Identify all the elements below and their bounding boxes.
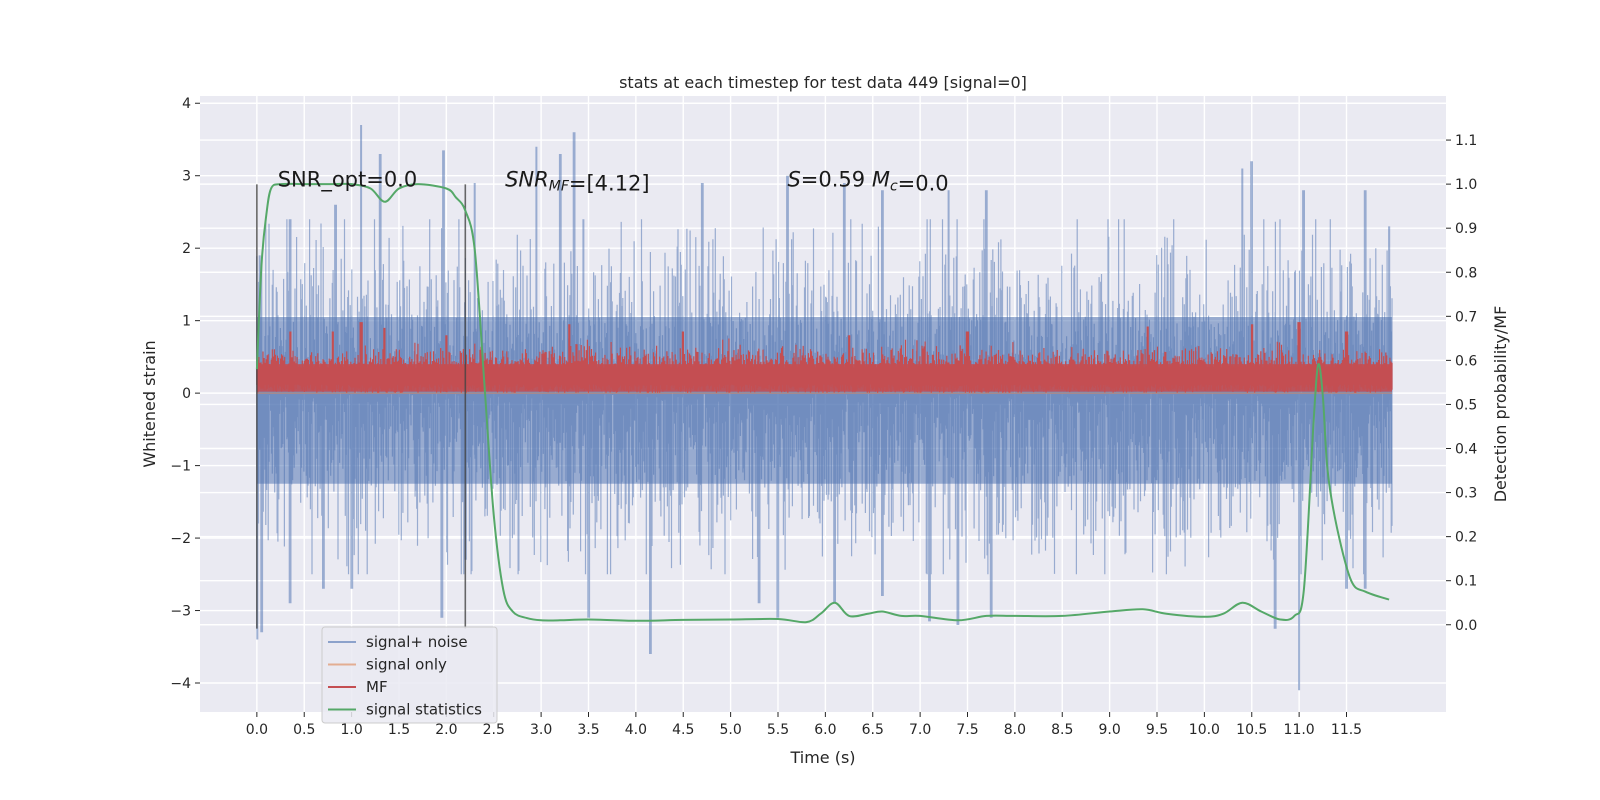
x-tick-label: 0.0	[246, 722, 268, 738]
x-axis-ticks: 0.0 0.5 1.0 1.5 2.0 2.5 3.0 3.5 4.0 4.5 5.0 5.5 6.0 6…	[246, 712, 1362, 738]
y-tick-label: −1	[170, 459, 191, 475]
legend-label: MF	[366, 678, 388, 696]
series-mf	[256, 322, 1393, 394]
y2-tick-label: 0.3	[1455, 486, 1477, 502]
y2-tick-label: 0.1	[1455, 574, 1477, 590]
x-tick-label: 0.5	[293, 722, 315, 738]
chart-title: stats at each timestep for test data 449…	[619, 73, 1027, 92]
y-tick-label: 2	[182, 241, 191, 257]
legend: signal+ noise signal only MF signal statist…	[321, 626, 498, 724]
x-tick-label: 7.5	[956, 722, 978, 738]
annotation-text: S=0.59 Mc=0.0	[787, 168, 948, 196]
y2-tick-label: 1.0	[1455, 177, 1477, 193]
y2-axis-ticks: 1.1 1.0 0.9 0.8 0.7 0.6 0.5 0.4 0.3 0.2 0.1 0.0	[1446, 133, 1477, 634]
y2-tick-label: 0.7	[1455, 309, 1477, 325]
x-tick-label: 9.5	[1146, 722, 1168, 738]
annotation-part: c	[890, 179, 898, 195]
y2-tick-label: 0.4	[1455, 442, 1477, 458]
annotation-part: SNR_opt=0.0	[278, 168, 418, 193]
y-axis-label: Whitened strain	[140, 340, 159, 467]
y2-tick-label: 0.0	[1455, 618, 1477, 634]
y-tick-label: 0	[182, 386, 191, 402]
x-tick-label: 9.0	[1098, 722, 1120, 738]
annotation-text: SNR_opt=0.0	[278, 168, 418, 193]
x-tick-label: 2.5	[483, 722, 505, 738]
x-tick-label: 8.5	[1051, 722, 1073, 738]
x-tick-label: 3.0	[530, 722, 552, 738]
x-tick-label: 2.0	[435, 722, 457, 738]
x-tick-label: 11.5	[1331, 722, 1362, 738]
x-tick-label: 6.0	[814, 722, 836, 738]
y-tick-label: 4	[182, 96, 191, 112]
y2-tick-label: 0.2	[1455, 530, 1477, 546]
annotation-part: S	[787, 168, 800, 192]
y2-tick-label: 1.1	[1455, 133, 1477, 149]
y-axis-ticks: 4 3 2 1 0 −1 −2 −3 −4	[170, 96, 200, 692]
y2-tick-label: 0.9	[1455, 221, 1477, 237]
y2-tick-label: 0.5	[1455, 397, 1477, 413]
x-tick-label: 4.0	[625, 722, 647, 738]
annotation-part: =[4.12]	[569, 172, 650, 196]
y-tick-label: −4	[170, 676, 191, 692]
x-axis-label: Time (s)	[789, 748, 855, 767]
x-tick-label: 1.5	[388, 722, 410, 738]
x-tick-label: 8.0	[1004, 722, 1026, 738]
x-tick-label: 11.0	[1284, 722, 1315, 738]
series-signal-statistics	[255, 182, 1390, 624]
y-tick-label: −2	[170, 531, 191, 547]
y2-axis-label: Detection probability/MF	[1491, 306, 1510, 503]
legend-label: signal statistics	[366, 701, 482, 719]
x-tick-label: 5.0	[719, 722, 741, 738]
vertical-markers	[256, 184, 467, 629]
y-tick-label: 1	[182, 314, 191, 330]
x-tick-label: 6.5	[862, 722, 884, 738]
y2-tick-label: 0.6	[1455, 353, 1477, 369]
y-tick-label: −3	[170, 604, 191, 620]
annotations: SNR_opt=0.0 SNRMF=[4.12] S=0.59 Mc=0.0	[278, 168, 949, 196]
annotation-part: MF	[549, 179, 570, 195]
annotation-part: =0.0	[898, 172, 949, 196]
x-tick-label: 3.5	[577, 722, 599, 738]
x-tick-label: 1.0	[340, 722, 362, 738]
x-tick-label: 10.0	[1189, 722, 1220, 738]
legend-box	[321, 626, 498, 724]
x-tick-label: 5.5	[767, 722, 789, 738]
annotation-part: M	[872, 168, 890, 192]
y2-tick-label: 0.8	[1455, 265, 1477, 281]
annotation-part: =0.59	[801, 168, 872, 192]
legend-label: signal+ noise	[366, 633, 468, 651]
annotation-part: SNR	[505, 168, 549, 192]
legend-label: signal only	[366, 656, 447, 674]
x-tick-label: 7.0	[909, 722, 931, 738]
plot-area	[255, 125, 1393, 691]
signal-statistics-line	[255, 182, 1390, 624]
y-tick-label: 3	[182, 169, 191, 185]
annotation-text: SNRMF=[4.12]	[505, 168, 650, 196]
x-tick-label: 4.5	[672, 722, 694, 738]
x-tick-label: 10.5	[1236, 722, 1267, 738]
